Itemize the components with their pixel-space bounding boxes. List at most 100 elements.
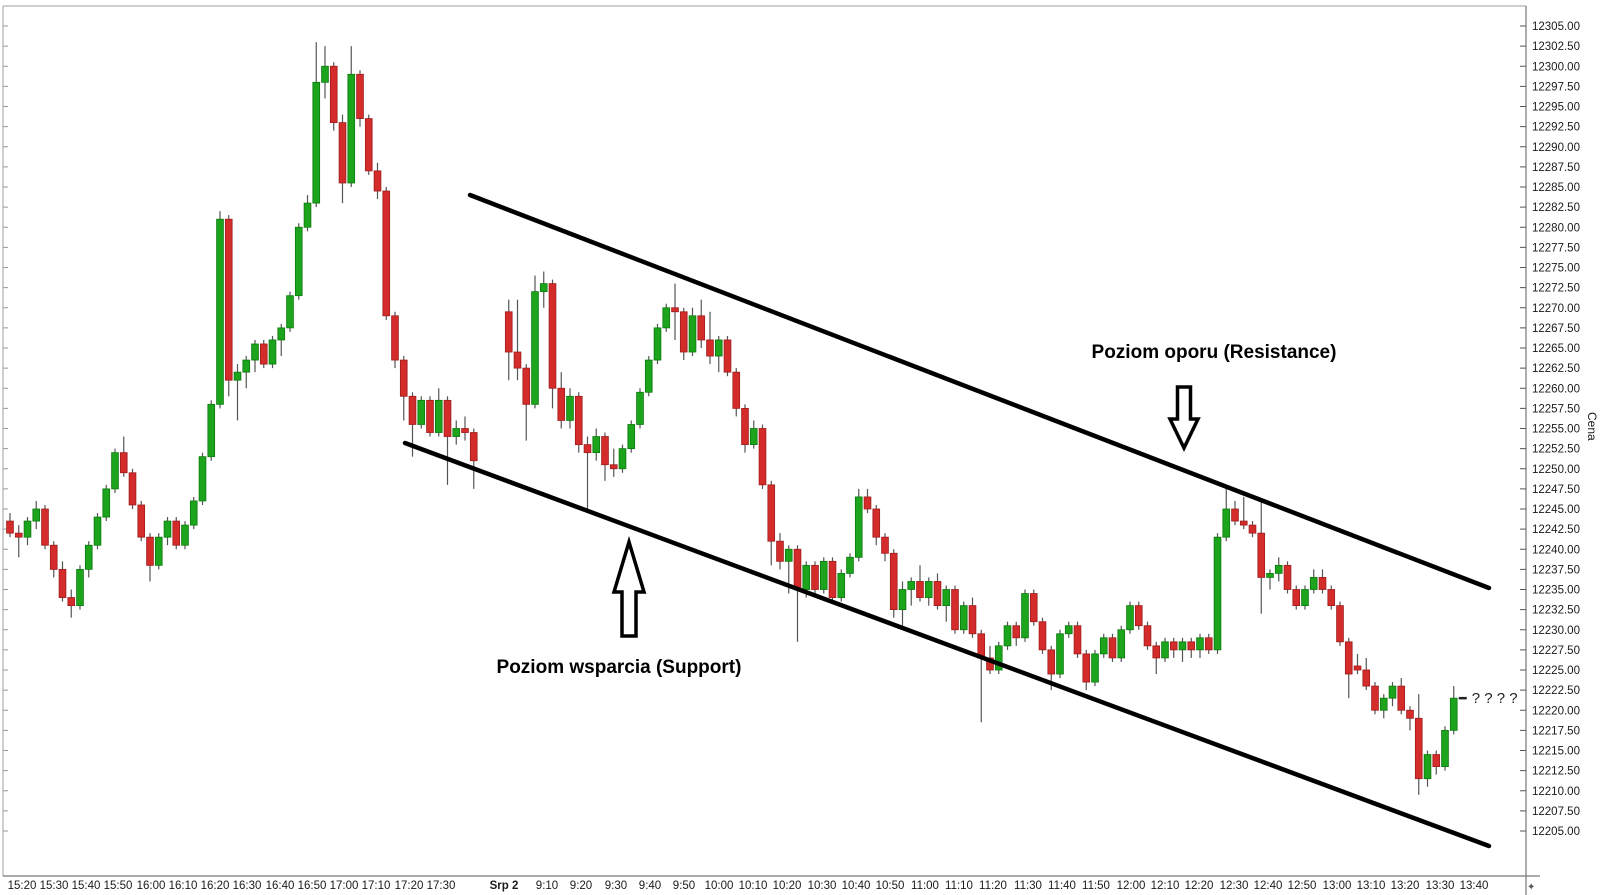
candle-bearish xyxy=(1257,532,1266,578)
candle-bearish xyxy=(1108,637,1117,659)
price-label: 12247.50 xyxy=(1532,484,1580,496)
time-label: 16:50 xyxy=(298,880,327,892)
price-label: 12275.00 xyxy=(1532,263,1580,275)
price-label: 12277.50 xyxy=(1532,242,1580,254)
price-label: 12255.00 xyxy=(1532,424,1580,436)
candle-bearish xyxy=(679,311,688,353)
time-label: 15:40 xyxy=(72,880,101,892)
candle-bearish xyxy=(338,122,347,184)
price-label: 12287.50 xyxy=(1532,162,1580,174)
candle-bearish xyxy=(1327,589,1336,607)
candle-bullish xyxy=(242,359,251,373)
candle-bearish xyxy=(443,399,452,437)
candle-bearish xyxy=(574,395,583,445)
candle-bearish xyxy=(373,170,382,192)
candle-bearish xyxy=(391,315,399,361)
candle-bearish xyxy=(1397,685,1406,711)
price-axis[interactable]: 12205.00 12207.50 12210.00 12212.50 12215.00… xyxy=(3,21,1580,838)
candle-bullish xyxy=(181,524,189,546)
candle-bullish xyxy=(84,544,93,570)
time-label: 17:10 xyxy=(362,880,391,892)
time-label: 11:40 xyxy=(1048,880,1076,892)
candle-bullish xyxy=(1274,564,1283,574)
support-trendline[interactable] xyxy=(402,440,1492,849)
time-label: 13:40 xyxy=(1460,880,1489,892)
price-label: 12260.00 xyxy=(1532,383,1580,395)
candle-bullish xyxy=(1126,605,1134,631)
price-label: 12270.00 xyxy=(1532,303,1580,315)
time-label: 10:20 xyxy=(773,880,802,892)
price-label: 12272.50 xyxy=(1532,283,1580,295)
candle-bearish xyxy=(601,436,609,466)
candle-bearish xyxy=(469,432,478,462)
resistance-label[interactable]: Poziom oporu (Resistance) xyxy=(1092,342,1337,363)
candle-bullish xyxy=(846,556,854,574)
candle-bearish xyxy=(1012,625,1021,639)
support-arrow-icon[interactable] xyxy=(611,535,647,638)
time-axis[interactable]: 15:20 15:30 15:40 15:50 16:00 16:10 16:20 16:30… xyxy=(8,880,1489,892)
candle-bearish xyxy=(968,605,977,635)
price-label: 12280.00 xyxy=(1532,222,1580,234)
candle-bullish xyxy=(312,81,321,204)
time-label: 9:50 xyxy=(673,880,695,892)
day-separator-label: Srp 2 xyxy=(490,880,519,892)
candle-bearish xyxy=(881,536,889,554)
candle-bearish xyxy=(1406,709,1414,719)
time-label: 11:50 xyxy=(1082,880,1110,892)
price-label: 12225.00 xyxy=(1532,665,1580,677)
candle-bearish xyxy=(329,65,338,123)
candle-bullish xyxy=(653,327,662,361)
price-label: 12297.50 xyxy=(1532,81,1580,93)
candle-bearish xyxy=(916,581,924,598)
time-label: 16:00 xyxy=(137,880,166,892)
candle-bullish xyxy=(102,488,111,518)
time-label: 10:40 xyxy=(842,880,871,892)
candle-bearish xyxy=(6,520,14,534)
price-label: 12250.00 xyxy=(1532,464,1580,476)
candle-bearish xyxy=(557,387,566,421)
price-label: 12217.50 xyxy=(1532,725,1580,737)
candle-bullish xyxy=(452,428,461,437)
candle-bearish xyxy=(758,428,767,486)
candle-bullish xyxy=(1003,625,1012,647)
support-label[interactable]: Poziom wsparcia (Support) xyxy=(497,657,742,678)
time-label: 10:50 xyxy=(876,880,905,892)
candle-bearish xyxy=(1047,649,1056,675)
question-marks: ? ? ? ? xyxy=(1472,690,1518,707)
candle-bearish xyxy=(811,564,819,590)
candle-bullish xyxy=(714,339,723,357)
candle-bearish xyxy=(767,484,776,542)
time-label: 15:20 xyxy=(8,880,37,892)
candle-bullish xyxy=(1099,637,1108,655)
candle-bearish xyxy=(426,399,434,433)
candle-bullish xyxy=(688,315,697,353)
time-label: 12:40 xyxy=(1254,880,1283,892)
candle-bearish xyxy=(513,351,522,369)
candle-bullish xyxy=(434,399,443,433)
candle-bearish xyxy=(1283,564,1292,590)
candle-bullish xyxy=(924,581,933,598)
resistance-trendline[interactable] xyxy=(467,192,1492,591)
time-label: 13:10 xyxy=(1357,880,1386,892)
price-label: 12290.00 xyxy=(1532,142,1580,154)
time-label: 16:40 xyxy=(266,880,295,892)
candle-bullish xyxy=(566,395,574,421)
resistance-arrow-icon[interactable] xyxy=(1167,385,1201,453)
candle-bullish xyxy=(347,73,356,184)
candle-bearish xyxy=(933,581,942,607)
candle-bearish xyxy=(828,560,837,598)
price-label: 12222.50 xyxy=(1532,685,1580,697)
candle-bearish xyxy=(137,504,146,538)
candle-bullish xyxy=(662,307,671,329)
candle-bullish xyxy=(1196,637,1204,651)
candle-bullish xyxy=(819,560,828,590)
candle-bearish xyxy=(1292,589,1301,607)
time-label: 10:30 xyxy=(808,880,837,892)
candle-bearish xyxy=(1239,520,1248,526)
candle-bullish xyxy=(111,452,119,490)
candle-bullish xyxy=(1161,641,1169,659)
candle-bearish xyxy=(1353,665,1362,671)
price-label: 12212.50 xyxy=(1532,766,1580,778)
candle-bearish xyxy=(1073,625,1082,655)
candle-bearish xyxy=(863,496,872,510)
